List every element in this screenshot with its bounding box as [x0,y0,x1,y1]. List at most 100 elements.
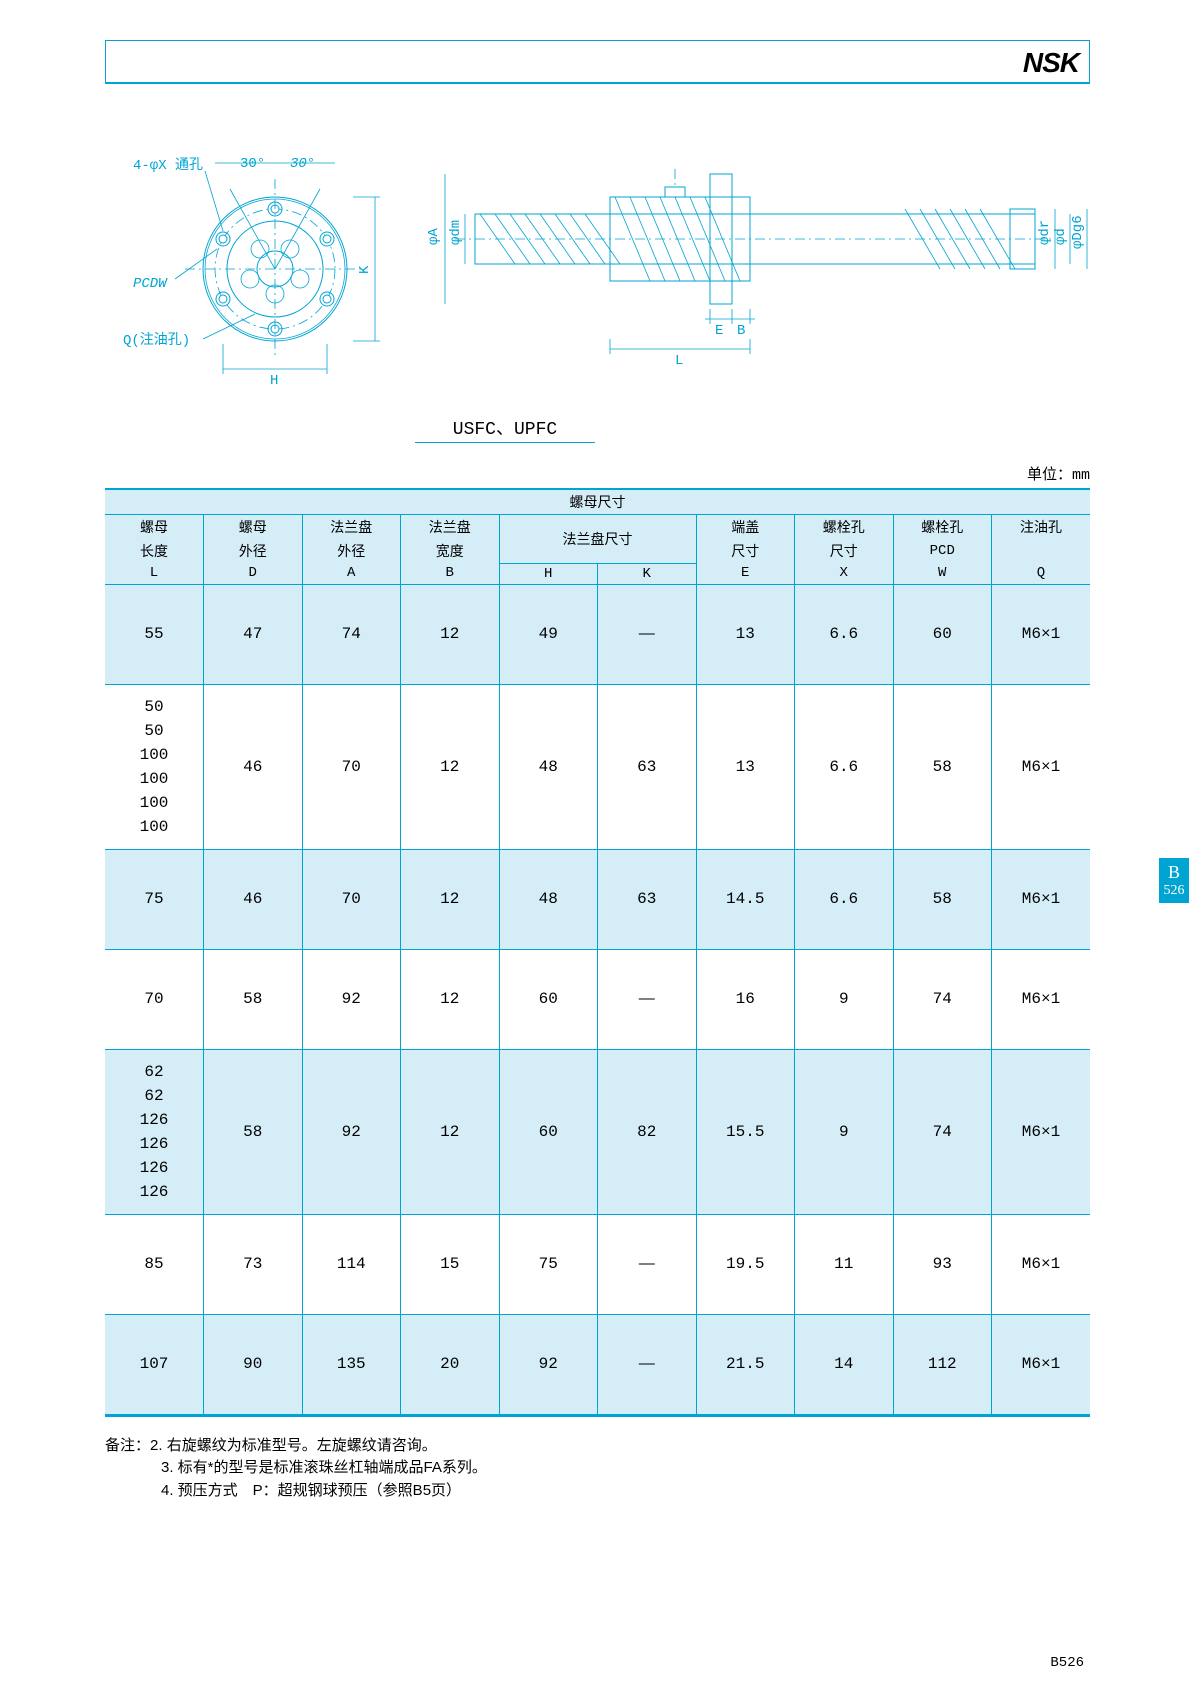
table-cell: 74 [893,949,992,1049]
table-cell: M6×1 [992,949,1091,1049]
col-header: 螺栓孔 [893,515,992,540]
front-view-diagram: 4-φX 通孔 30° 30° PCDW Q(注油孔) H K [115,149,405,409]
table-cell: M6×1 [992,1049,1091,1214]
table-cell: 12 [401,849,500,949]
col-symbol: Q [992,563,1091,584]
col-symbol: D [204,563,303,584]
col-header: 长度 [105,539,204,563]
table-cell: M6×1 [992,684,1091,849]
table-cell: 5050100100100100 [105,684,204,849]
table-row: 85731141575—19.51193M6×1 [105,1214,1090,1314]
table-row: 5547741249—136.660M6×1 [105,584,1090,684]
table-cell: 14.5 [696,849,795,949]
notes-section: 备注：2. 右旋螺纹为标准型号。左旋螺纹请咨询。 3. 标有*的型号是标准滚珠丝… [105,1435,1090,1503]
table-cell: 112 [893,1314,992,1414]
page-number: B526 [1050,1655,1084,1671]
col-header: 端盖 [696,515,795,540]
table-cell: 74 [893,1049,992,1214]
sub-header: 法兰盘尺寸 [499,515,696,564]
col-symbol: H [499,563,598,584]
table-cell: 75 [499,1214,598,1314]
table-row: 6262126126126126589212608215.5974M6×1 [105,1049,1090,1214]
table-cell: M6×1 [992,584,1091,684]
table-cell: 135 [302,1314,401,1414]
table-cell: 12 [401,684,500,849]
table-cell: 46 [204,849,303,949]
table-cell: 58 [893,849,992,949]
side-view-diagram: φA φdm φdr φd φDg6 E B L [415,149,1095,409]
svg-text:30°: 30° [240,156,265,172]
table-cell: 107 [105,1314,204,1414]
table-cell: 6.6 [795,849,894,949]
table-cell: 90 [204,1314,303,1414]
svg-text:φA: φA [426,228,442,245]
table-cell: 58 [204,949,303,1049]
table-cell: 74 [302,584,401,684]
tab-letter: B [1159,862,1189,883]
table-cell: 82 [598,1049,697,1214]
table-cell: 20 [401,1314,500,1414]
brand-logo: NSK [1023,47,1079,79]
group-header: 螺母尺寸 [105,490,1090,515]
table-cell: 12 [401,949,500,1049]
table-cell: 6262126126126126 [105,1049,204,1214]
col-symbol: W [893,563,992,584]
table-cell: 9 [795,949,894,1049]
svg-text:φdr: φdr [1037,220,1053,245]
col-symbol: B [401,563,500,584]
table-cell: 63 [598,684,697,849]
header-bar: NSK [105,40,1090,84]
table-cell: 60 [499,949,598,1049]
col-header: 外径 [204,539,303,563]
table-cell: M6×1 [992,1214,1091,1314]
table-cell: — [598,1314,697,1414]
table-cell: 49 [499,584,598,684]
svg-text:4-φX 通孔: 4-φX 通孔 [133,157,203,174]
table-cell: 46 [204,684,303,849]
col-header: 宽度 [401,539,500,563]
table-cell: 70 [302,684,401,849]
tab-number: 526 [1159,883,1189,899]
table-cell: 12 [401,584,500,684]
table-cell: 21.5 [696,1314,795,1414]
section-tab: B 526 [1159,858,1189,903]
table-cell: 6.6 [795,584,894,684]
table-cell: 93 [893,1214,992,1314]
table-row: 7058921260—16974M6×1 [105,949,1090,1049]
table-cell: 73 [204,1214,303,1314]
table-cell: 14 [795,1314,894,1414]
svg-text:K: K [357,265,373,274]
table-row: 75467012486314.56.658M6×1 [105,849,1090,949]
svg-text:Q(注油孔): Q(注油孔) [123,332,190,349]
table-cell: 9 [795,1049,894,1214]
note-item: 3. 标有*的型号是标准滚珠丝杠轴端成品FA系列。 [105,1457,1090,1480]
col-header: PCD [893,539,992,563]
table-cell: 75 [105,849,204,949]
svg-text:PCDW: PCDW [133,276,168,292]
table-cell: 13 [696,684,795,849]
table-cell: 48 [499,684,598,849]
col-header: 螺母 [105,515,204,540]
table-cell: 16 [696,949,795,1049]
table-cell: 114 [302,1214,401,1314]
table-cell: 55 [105,584,204,684]
table-cell: 15.5 [696,1049,795,1214]
col-header: 尺寸 [795,539,894,563]
svg-text:φd: φd [1053,228,1069,245]
svg-text:B: B [737,323,745,339]
table-cell: 13 [696,584,795,684]
table-cell: — [598,1214,697,1314]
table-cell: 48 [499,849,598,949]
table-cell: 58 [893,684,992,849]
col-header: 注油孔 [992,515,1091,540]
table-cell: 58 [204,1049,303,1214]
table-cell: 19.5 [696,1214,795,1314]
note-item: 4. 预压方式 P：超规钢球预压（参照B5页） [105,1480,1090,1503]
svg-text:φdm: φdm [448,220,464,245]
table-cell: 15 [401,1214,500,1314]
svg-text:30°: 30° [290,156,315,172]
table-cell: M6×1 [992,849,1091,949]
table-cell: 63 [598,849,697,949]
table-cell: 92 [499,1314,598,1414]
svg-text:φDg6: φDg6 [1070,215,1086,249]
